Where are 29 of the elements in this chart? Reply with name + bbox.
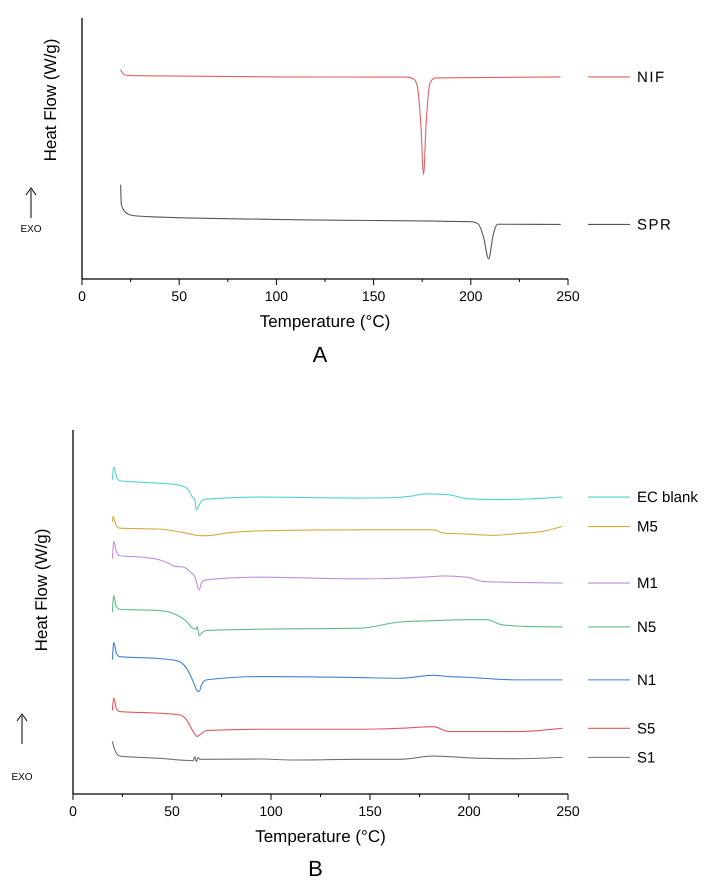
x-tick-label: 250: [556, 803, 580, 819]
legend-label: S1: [637, 749, 656, 766]
legend-label: NIF: [637, 68, 666, 86]
x-tick-label: 0: [78, 288, 86, 304]
x-tick-label: 0: [69, 803, 78, 819]
text: EXO: [11, 772, 33, 783]
legend-label: SPR: [637, 216, 672, 234]
x-tick-label: 50: [171, 288, 188, 304]
legend-label: EC blank: [637, 489, 698, 506]
text: A: [312, 342, 328, 367]
legend-label: N1: [637, 672, 656, 689]
legend-label: N5: [637, 618, 656, 636]
text: B: [308, 856, 323, 881]
x-axis-title: Temperature (°C): [260, 312, 390, 331]
y-axis-title: Heat Flow (W/g): [32, 528, 51, 652]
x-axis-title: Temperature (°C): [255, 827, 386, 846]
x-tick-label: 100: [264, 288, 288, 304]
x-tick-label: 150: [358, 803, 382, 819]
x-tick-label: 50: [164, 803, 180, 819]
x-tick-label: 100: [259, 803, 283, 819]
x-tick-label: 200: [459, 288, 483, 304]
x-tick-label: 250: [556, 288, 580, 304]
legend-label: M5: [637, 518, 658, 536]
legend-label: M1: [637, 575, 658, 592]
x-tick-label: 150: [362, 288, 386, 304]
text: EXO: [20, 224, 42, 235]
y-axis-title: Heat Flow (W/g): [41, 38, 60, 162]
legend-label: S5: [637, 720, 656, 738]
x-tick-label: 200: [457, 803, 481, 819]
